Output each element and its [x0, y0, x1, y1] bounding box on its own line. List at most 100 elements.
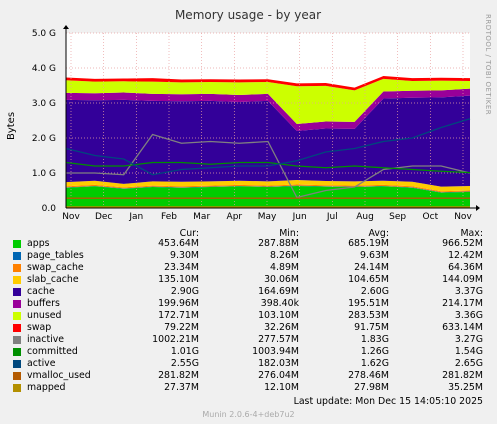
legend-swatch — [13, 240, 21, 248]
x-tick-label: Oct — [423, 212, 439, 222]
header-min: Min: — [279, 228, 299, 239]
x-tick-label: Mar — [193, 212, 210, 222]
legend-row-inactive: inactive 1002.21M 277.57M 1.83G 3.27G — [0, 334, 497, 346]
legend-cur: 79.22M — [164, 322, 199, 333]
x-tick-label: Apr — [227, 212, 243, 222]
y-tick-label: 0.0 — [42, 204, 57, 214]
legend-swatch — [13, 312, 21, 320]
legend-swatch — [13, 288, 21, 296]
legend-cur: 27.37M — [164, 382, 199, 393]
legend-row-committed: committed 1.01G 1003.94M 1.26G 1.54G — [0, 346, 497, 358]
line-inactive — [66, 133, 471, 199]
legend-min: 277.57M — [258, 334, 299, 345]
legend-name: buffers — [27, 298, 60, 309]
area-buffers — [66, 88, 470, 131]
legend-row-apps: apps 453.64M 287.88M 685.19M 966.52M — [0, 238, 497, 250]
legend-avg: 2.60G — [360, 286, 389, 297]
legend-cur: 23.34M — [164, 262, 199, 273]
chart-title: Memory usage - by year — [175, 8, 321, 22]
legend-min: 32.26M — [264, 322, 299, 333]
legend-min: 182.03M — [258, 358, 299, 369]
last-update: Last update: Mon Dec 15 14:05:10 2025 — [293, 396, 483, 407]
area-slab-cache — [66, 180, 470, 192]
legend-cur: 453.64M — [158, 238, 199, 249]
legend-max: 3.36G — [454, 310, 483, 321]
legend-max: 966.52M — [442, 238, 483, 249]
legend-name: apps — [27, 238, 50, 249]
area-swap — [66, 76, 470, 91]
legend-min: 287.88M — [258, 238, 299, 249]
x-tick-label: May — [258, 212, 277, 222]
legend-cur: 199.96M — [158, 298, 199, 309]
legend-swatch — [13, 276, 21, 284]
legend-avg: 91.75M — [354, 322, 389, 333]
legend-row-cache: cache 2.90G 164.69M 2.60G 3.37G — [0, 286, 497, 298]
legend-cur: 2.90G — [170, 286, 199, 297]
legend-min: 276.04M — [258, 370, 299, 381]
legend-min: 398.40k — [260, 298, 299, 309]
legend-avg: 9.63M — [360, 250, 389, 261]
legend-avg: 1.26G — [360, 346, 389, 357]
footer-version: Munin 2.0.6-4+deb7u2 — [202, 410, 295, 419]
legend-row-mapped: mapped 27.37M 12.10M 27.98M 35.25M — [0, 382, 497, 394]
legend-row-slab-cache: slab_cache 135.10M 30.06M 104.65M 144.09M — [0, 274, 497, 286]
legend-swatch — [13, 360, 21, 368]
legend-max: 64.36M — [448, 262, 483, 273]
legend-swatch — [13, 252, 21, 260]
legend-max: 1.54G — [454, 346, 483, 357]
x-tick-label: Jul — [326, 212, 338, 222]
y-tick-label: 5.0 G — [32, 29, 56, 39]
legend-swatch — [13, 324, 21, 332]
legend-cur: 281.82M — [158, 370, 199, 381]
x-tick-label: Nov — [62, 212, 80, 222]
legend-row-active: active 2.55G 182.03M 1.62G 2.65G — [0, 358, 497, 370]
line-active — [65, 118, 471, 176]
x-axis-arrow — [476, 205, 480, 211]
legend-name: committed — [27, 346, 78, 357]
header-avg: Avg: — [368, 228, 389, 239]
y-tick-label: 3.0 G — [32, 99, 56, 109]
legend-name: slab_cache — [27, 274, 79, 285]
legend-avg: 24.14M — [354, 262, 389, 273]
legend-min: 12.10M — [264, 382, 299, 393]
header-max: Max: — [460, 228, 483, 239]
legend-cur: 135.10M — [158, 274, 199, 285]
legend-name: vmalloc_used — [27, 370, 91, 381]
x-tick-label: Dec — [95, 212, 112, 222]
legend-max: 3.27G — [454, 334, 483, 345]
legend-row-swap: swap 79.22M 32.26M 91.75M 633.14M — [0, 322, 497, 334]
legend-min: 164.69M — [258, 286, 299, 297]
legend-max: 35.25M — [448, 382, 483, 393]
chart-area: Memory usage - by year Bytes 0.0 1.0 G 2.0… — [6, 8, 480, 222]
legend-max: 144.09M — [442, 274, 483, 285]
x-tick-label: Feb — [161, 212, 177, 222]
legend-name: page_tables — [27, 250, 84, 261]
legend-avg: 104.65M — [348, 274, 389, 285]
legend-max: 3.37G — [454, 286, 483, 297]
legend-swatch — [13, 336, 21, 344]
legend-min: 8.26M — [270, 250, 299, 261]
legend-avg: 1.62G — [360, 358, 389, 369]
legend-avg: 195.51M — [348, 298, 389, 309]
legend-min: 4.89M — [270, 262, 299, 273]
x-tick-label: Jan — [128, 212, 143, 222]
legend-cur: 9.30M — [170, 250, 199, 261]
legend-row-unused: unused 172.71M 103.10M 283.53M 3.36G — [0, 310, 497, 322]
legend-name: swap_cache — [27, 262, 84, 273]
legend-row-page-tables: page_tables 9.30M 8.26M 9.63M 12.42M — [0, 250, 497, 262]
area-swap-cache — [66, 184, 470, 193]
x-tick-label: Aug — [356, 212, 374, 222]
legend-min: 1003.94M — [252, 346, 299, 357]
legend-max: 12.42M — [448, 250, 483, 261]
area-apps — [66, 185, 470, 208]
legend-name: mapped — [27, 382, 66, 393]
legend-swatch — [13, 372, 21, 380]
legend-row-swap-cache: swap_cache 23.34M 4.89M 24.14M 64.36M — [0, 262, 497, 274]
y-tick-label: 4.0 G — [32, 64, 56, 74]
legend-cur: 1002.21M — [152, 334, 199, 345]
legend-min: 30.06M — [264, 274, 299, 285]
legend-name: cache — [27, 286, 55, 297]
legend-avg: 1.83G — [360, 334, 389, 345]
y-axis-label: Bytes — [6, 112, 17, 140]
x-tick-label: Nov — [454, 212, 472, 222]
